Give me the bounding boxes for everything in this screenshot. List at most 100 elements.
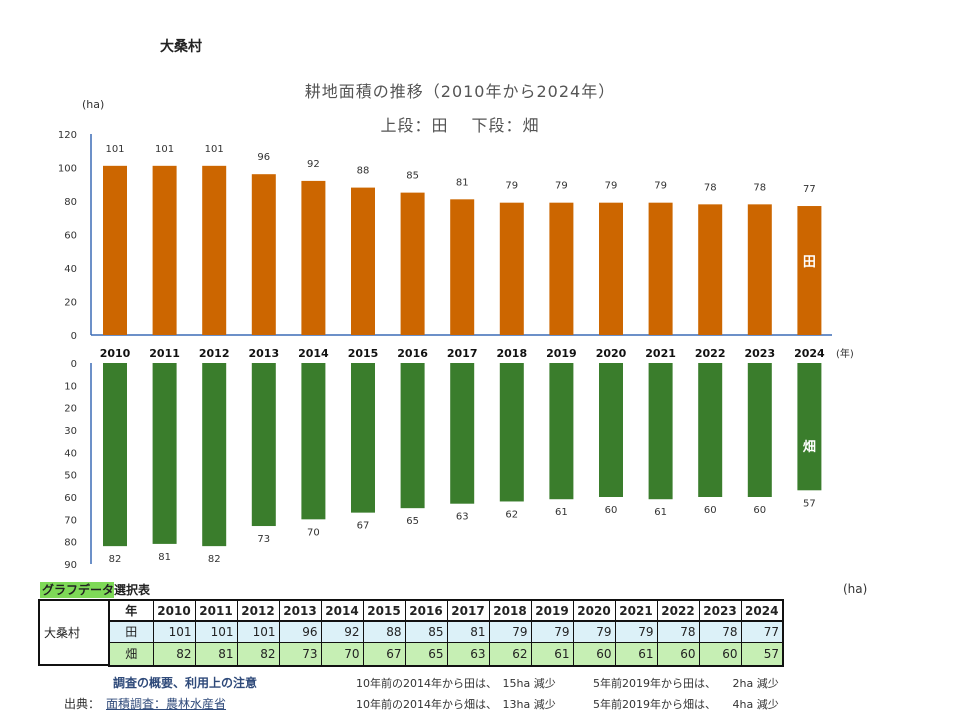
data-label-ta: 101 — [205, 144, 224, 155]
bar-hata — [251, 363, 276, 527]
x-tick-label: 2012 — [199, 347, 230, 360]
y-axis-unit: (ha) — [82, 98, 105, 111]
x-tick-label: 2015 — [348, 347, 379, 360]
data-label-hata: 60 — [753, 505, 766, 516]
x-tick-label: 2017 — [447, 347, 478, 360]
table-cell: 92 — [320, 620, 364, 643]
bar-hata — [400, 363, 425, 509]
table-header-year-cell: 2021 — [614, 599, 658, 622]
data-label-hata: 60 — [605, 505, 618, 516]
bar-ta — [351, 187, 375, 335]
bar-hata — [599, 363, 623, 497]
table-cell: 61 — [530, 641, 574, 667]
table-title-rest: 選択表 — [114, 583, 151, 597]
table-header-year-cell: 2015 — [362, 599, 406, 622]
table-row: 畑 82 81 82 73 70 67 65 63 62 61 60 61 60 60 57 — [108, 641, 784, 667]
lower-y-tick: 90 — [64, 560, 77, 571]
data-label-ta: 77 — [803, 184, 816, 195]
info-ta-5yr: 5年前2019年から田は、 2ha 減少 — [593, 677, 779, 690]
table-cell: 57 — [740, 641, 784, 667]
table-header-year-cell: 2017 — [446, 599, 490, 622]
data-label-hata: 82 — [208, 554, 221, 565]
bar-ta — [797, 206, 822, 335]
table-cell: 79 — [572, 620, 616, 643]
notes-link[interactable]: 調査の概要、利用上の注意 — [113, 676, 258, 690]
data-label-ta: 79 — [605, 181, 618, 192]
data-label-hata: 81 — [158, 552, 171, 563]
bar-hata — [152, 363, 177, 544]
data-label-ta: 79 — [555, 181, 568, 192]
table-cell: 78 — [698, 620, 742, 643]
table-header-year-cell: 2012 — [236, 599, 280, 622]
bar-ta — [698, 204, 723, 335]
table-title-highlight: グラフデータ — [40, 582, 115, 598]
table-header-year-cell: 2022 — [656, 599, 700, 622]
x-tick-label: 2014 — [298, 347, 329, 360]
lower-y-tick: 0 — [71, 359, 77, 370]
table-unit: (ha) — [843, 582, 868, 596]
data-label-ta: 96 — [257, 152, 270, 163]
data-label-ta: 79 — [505, 181, 518, 192]
bar-hata — [499, 363, 524, 502]
source-link[interactable]: 面積調査：農林水産省 — [106, 697, 227, 711]
table-row-label: 田 — [108, 620, 154, 643]
x-tick-label: 2011 — [149, 347, 180, 360]
data-label-ta: 85 — [406, 171, 419, 182]
table-cell: 85 — [404, 620, 448, 643]
lower-y-tick: 50 — [64, 471, 77, 482]
data-label-ta: 81 — [456, 177, 469, 188]
data-label-hata: 73 — [257, 534, 270, 545]
table-cell: 60 — [572, 641, 616, 667]
data-label-ta: 78 — [753, 182, 766, 193]
lower-y-tick: 20 — [64, 404, 77, 415]
data-label-hata: 67 — [357, 521, 370, 532]
x-tick-label: 2013 — [248, 347, 279, 360]
info-ta-10yr: 10年前の2014年から田は、 15ha 減少 — [356, 677, 556, 690]
x-tick-label: 2023 — [744, 347, 775, 360]
lower-y-tick: 80 — [64, 538, 77, 549]
bar-ta — [549, 202, 574, 335]
table-cell: 77 — [740, 620, 784, 643]
bar-ta — [599, 202, 623, 335]
data-label-ta: 78 — [704, 182, 717, 193]
x-tick-label: 2018 — [496, 347, 527, 360]
bar-hata — [450, 363, 475, 504]
data-label-ta: 101 — [105, 144, 124, 155]
table-header-year-cell: 2016 — [404, 599, 448, 622]
table-title: グラフデータ選択表 — [40, 581, 150, 598]
village-title: 大桑村 — [160, 39, 202, 55]
table-cell: 70 — [320, 641, 364, 667]
table-row-label: 畑 — [108, 641, 154, 667]
table-header-year: 年 — [108, 599, 154, 622]
bar-ta — [648, 202, 673, 335]
data-label-hata: 70 — [307, 527, 320, 538]
row-group-cell: 大桑村 — [38, 599, 110, 666]
table-cell: 73 — [278, 641, 322, 667]
table-cell: 96 — [278, 620, 322, 643]
x-axis-unit: (年) — [836, 347, 854, 360]
data-label-hata: 61 — [555, 507, 568, 518]
x-tick-label: 2021 — [645, 347, 676, 360]
bar-hata — [202, 363, 227, 547]
bar-chart: 0 20 40 60 80 100 120 0 10 20 30 40 50 60 70 80 90 101 201… — [58, 130, 854, 571]
bar-ta — [450, 199, 475, 335]
lower-y-tick: 70 — [64, 515, 77, 526]
table-header-year-cell: 2014 — [320, 599, 364, 622]
table-header-year-cell: 2013 — [278, 599, 322, 622]
data-label-hata: 82 — [109, 554, 122, 565]
data-label-hata: 60 — [704, 505, 717, 516]
table-header-year-cell: 2011 — [194, 599, 238, 622]
source-label: 出典： — [64, 697, 101, 711]
info-hata-5yr: 5年前2019年から畑は、 4ha 減少 — [593, 698, 779, 711]
lower-y-tick: 30 — [64, 426, 77, 437]
table-cell: 101 — [194, 620, 238, 643]
table-cell: 63 — [446, 641, 490, 667]
bar-hata — [549, 363, 574, 500]
data-label-hata: 62 — [505, 509, 518, 520]
data-label-hata: 65 — [406, 516, 419, 527]
x-tick-label: 2010 — [100, 347, 131, 360]
table-cell: 60 — [656, 641, 700, 667]
table-header-year-cell: 2020 — [572, 599, 616, 622]
bar-ta — [152, 165, 177, 335]
table-row: 田 101 101 101 96 92 88 85 81 79 79 79 79 78 78 77 — [108, 620, 784, 643]
